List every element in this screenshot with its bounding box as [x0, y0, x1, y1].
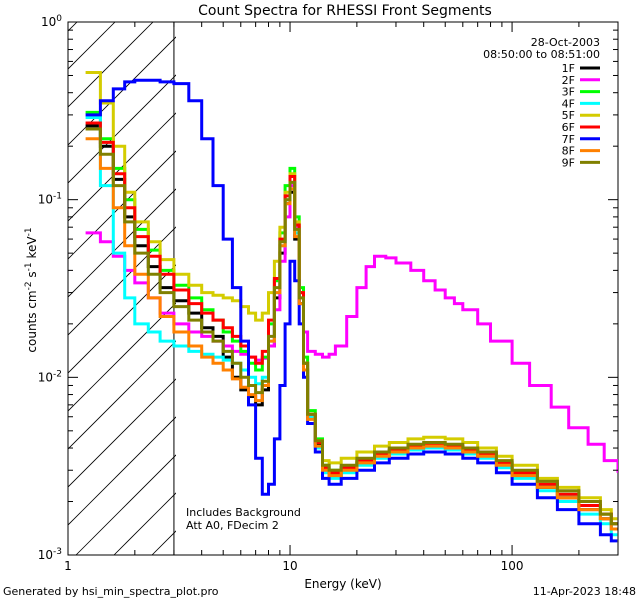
y-tick-label: 10-3 — [38, 547, 62, 562]
legend-label: 2F — [562, 74, 575, 87]
y-tick-label: 10-2 — [38, 369, 62, 384]
y-axis-label-mid: s — [25, 271, 39, 281]
legend-label: 5F — [562, 109, 575, 122]
series-line-8F — [85, 137, 618, 531]
attenuator-hatch-region — [0, 0, 176, 555]
legend-label: 9F — [562, 156, 575, 169]
legend-label: 4F — [562, 97, 575, 110]
y-axis-ticks: 100 10-1 10-2 10-3 — [38, 14, 618, 562]
x-tick-label: 10 — [282, 559, 297, 573]
hatch-line — [68, 416, 176, 526]
timestamp-text: 11-Apr-2023 18:48 — [533, 585, 636, 598]
hatch-line — [68, 378, 176, 488]
series-group — [85, 71, 618, 543]
legend-label: 6F — [562, 121, 575, 134]
legend-label: 3F — [562, 86, 575, 99]
hatch-line — [68, 22, 78, 32]
series-line-5F — [85, 71, 618, 521]
y-axis-label-base: counts cm — [25, 290, 39, 352]
legend-label: 7F — [562, 133, 575, 146]
hatch-line — [68, 22, 154, 108]
y-axis-label-exp1: -2 — [24, 281, 34, 290]
series-line-3F — [85, 110, 618, 526]
y-tick-label: 100 — [41, 14, 62, 29]
series-line-9F — [85, 127, 618, 526]
hatch-line — [68, 150, 176, 260]
x-tick-label: 100 — [501, 559, 524, 573]
legend-label: 1F — [562, 62, 575, 75]
x-axis-ticks: 1 10 100 — [64, 22, 619, 573]
hatch-line — [68, 226, 176, 336]
x-tick-label: 1 — [64, 559, 72, 573]
y-tick-label: 10-1 — [38, 192, 62, 207]
hatch-line — [0, 0, 106, 555]
x-axis-label: Energy (keV) — [304, 577, 381, 591]
series-line-2F — [85, 184, 618, 473]
generated-by-text: Generated by hsi_min_spectra_plot.pro — [3, 585, 219, 598]
chart-title: Count Spectra for RHESSI Front Segments — [198, 3, 492, 19]
date-annotation: 28-Oct-2003 — [531, 36, 600, 49]
y-axis-label-exp3: -1 — [24, 227, 34, 236]
y-axis-label: counts cm-2 s-1 keV-1 — [24, 227, 39, 352]
hatch-line — [68, 188, 176, 298]
hatch-line — [68, 36, 176, 146]
time-range-annotation: 08:50:00 to 08:51:00 — [483, 48, 600, 61]
y-axis-label-exp2: -1 — [24, 262, 34, 271]
note-attenuator: Att A0, FDecim 2 — [186, 519, 279, 532]
legend-label: 8F — [562, 145, 575, 158]
note-background: Includes Background — [186, 506, 301, 519]
series-line-4F — [85, 116, 618, 537]
hatch-line — [68, 22, 116, 70]
series-line-6F — [85, 121, 618, 526]
y-axis-label-end: keV — [25, 236, 39, 263]
hatch-line — [68, 264, 176, 374]
plot-frame — [67, 21, 619, 556]
